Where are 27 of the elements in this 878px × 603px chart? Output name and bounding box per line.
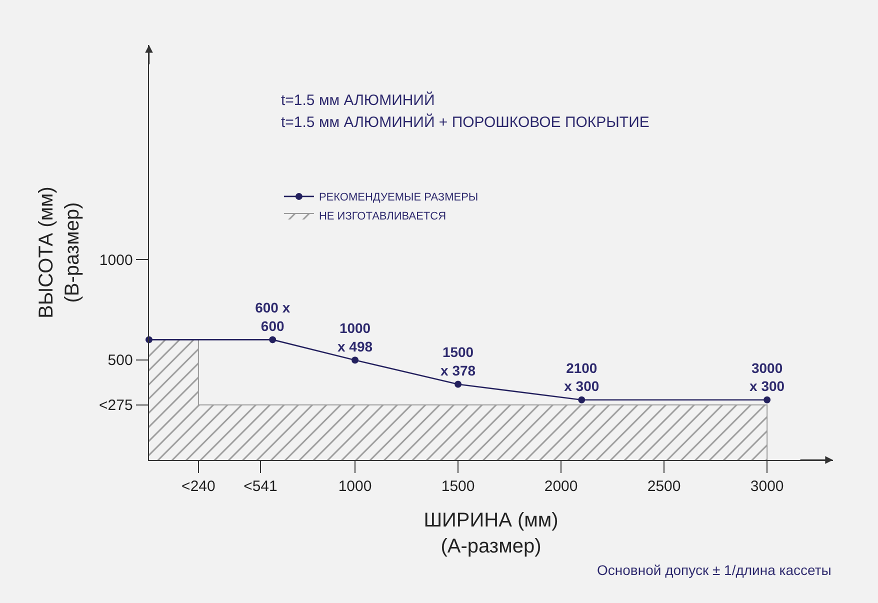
data-label: 2100 x 300 — [564, 360, 600, 394]
text: t=1.5 мм АЛЮМИНИЙ + ПОРОШКОВОЕ ПОКРЫТИЕ — [281, 113, 650, 131]
y-axis-title: ВЫСОТА (мм) (В-размер) — [36, 186, 84, 318]
x-tick-label: 3000 — [750, 478, 784, 496]
x-tick-label: 2000 — [544, 478, 578, 496]
x-tick-label: 1500 — [441, 478, 475, 496]
x-tick-label: 1000 — [338, 478, 372, 496]
data-label: 600 x 600 — [255, 300, 290, 334]
point — [578, 396, 586, 404]
legend-label: РЕКОМЕНДУЕМЫЕ РАЗМЕРЫ — [318, 192, 478, 204]
point — [269, 336, 276, 344]
y-tick-label: 500 — [108, 352, 133, 370]
x-tick-label: <541 — [244, 478, 278, 496]
x-tick-label: 2500 — [647, 478, 681, 496]
data-label: 1500 x 378 — [440, 344, 476, 378]
point — [764, 396, 771, 404]
data-label: 3000 x 300 — [750, 360, 785, 394]
y-tick-label: 1000 — [99, 252, 133, 269]
x-axis-title: ШИРИНА (мм) (А-размер) — [424, 510, 558, 558]
point — [454, 380, 462, 388]
y-tick-label: <275 — [99, 397, 133, 414]
x-tick-label: <240 — [182, 478, 216, 496]
text: Основной допуск ± 1/длина кассеты — [597, 562, 832, 578]
point — [352, 356, 359, 364]
text: t=1.5 мм АЛЮМИНИЙ — [281, 91, 435, 109]
legend-label: НЕ ИЗГОТАВЛИВАЕТСЯ — [318, 210, 446, 223]
data-label: 1000 x 498 — [337, 320, 373, 354]
